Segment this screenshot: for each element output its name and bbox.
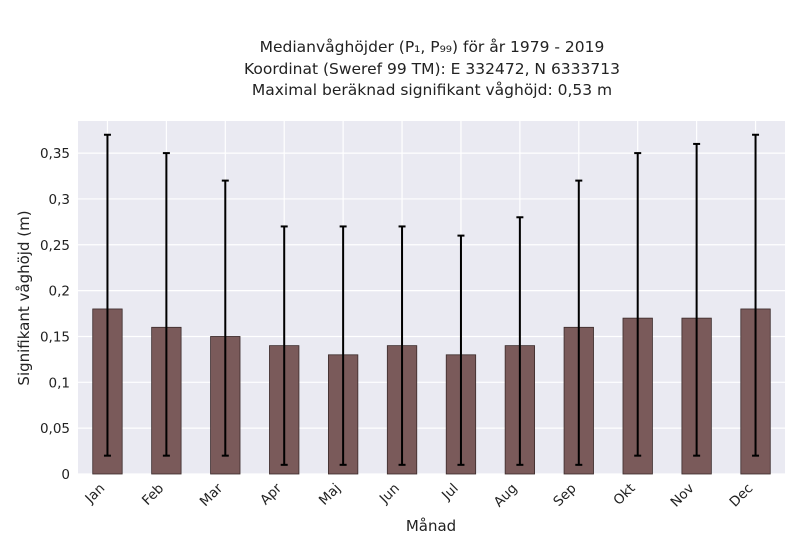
error-bar-jul [457,234,465,466]
error-bar-nov [693,142,701,457]
x-axis-ticks: Jan Feb Mar Apr Maj Jun Jul Aug Sep Okt Nov Dec [82,480,757,510]
x-tick-label: Sep [550,481,579,510]
chart-title-line-2: Koordinat (Sweref 99 TM): E 332472, N 63… [244,60,620,78]
x-tick-label: Jul [438,481,462,505]
x-tick-label: Dec [727,481,757,511]
y-tick-label: 0,2 [49,284,70,300]
error-bar-sep [575,179,583,466]
x-tick-label: Feb [139,481,167,509]
x-tick-label: Maj [316,481,344,509]
error-bar-apr [280,225,288,466]
chart-title-line-3: Maximal beräknad signifikant våghöjd: 0,… [252,81,612,99]
chart-title-line-1: Medianvåghöjder (P₁, P₉₉) för år 1979 - … [260,38,605,56]
chart-title: Medianvåghöjder (P₁, P₉₉) för år 1979 - … [244,38,620,99]
x-tick-label: Jun [376,481,403,508]
x-tick-label: Okt [610,481,638,509]
y-tick-label: 0,05 [40,421,70,437]
y-axis-label: Signifikant våghöjd (m) [15,210,33,385]
y-tick-label: 0,15 [40,329,70,345]
x-tick-label: Apr [257,480,285,508]
error-bar-jun [398,225,406,466]
error-bar-aug [516,216,524,466]
error-bar-mar [221,179,229,457]
x-tick-label: Mar [197,480,227,510]
x-tick-label: Aug [491,481,521,511]
y-tick-label: 0,3 [49,192,70,208]
x-tick-label: Nov [668,481,698,511]
error-bar-okt [634,152,642,457]
error-bar-feb [162,152,170,457]
error-bar-maj [339,225,347,466]
y-tick-label: 0,1 [49,375,70,391]
error-bars [103,133,760,466]
y-tick-label: 0,25 [40,238,70,254]
x-tick-label: Jan [82,481,109,508]
x-axis-label: Månad [406,517,456,535]
y-axis-ticks: 0 0,05 0,1 0,15 0,2 0,25 0,3 0,35 [40,146,70,483]
y-tick-label: 0 [61,467,70,483]
error-bar-jan [103,133,111,457]
y-tick-label: 0,35 [40,146,70,162]
plot-area [78,121,785,474]
error-bar-dec [752,133,760,457]
